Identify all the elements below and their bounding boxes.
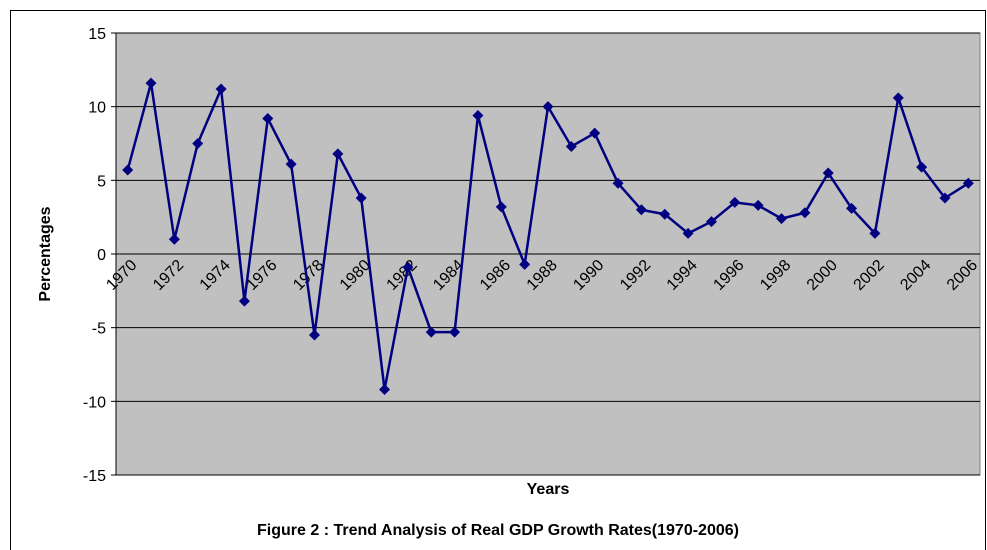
data-point bbox=[589, 127, 601, 139]
data-point bbox=[379, 384, 391, 396]
data-point bbox=[565, 140, 577, 152]
data-point bbox=[892, 92, 904, 104]
data-point bbox=[962, 177, 974, 189]
data-point bbox=[192, 138, 204, 149]
data-point bbox=[542, 101, 554, 113]
y-tick-label: 5 bbox=[97, 173, 106, 190]
data-point bbox=[822, 167, 834, 179]
x-axis-label: Years bbox=[527, 481, 570, 498]
data-point bbox=[729, 196, 741, 208]
data-point bbox=[846, 202, 858, 214]
data-point bbox=[285, 158, 297, 170]
data-point bbox=[168, 233, 180, 245]
data-point bbox=[776, 213, 788, 225]
data-point bbox=[145, 77, 157, 89]
data-point bbox=[869, 227, 881, 239]
data-point bbox=[519, 258, 531, 270]
y-tick-label: -15 bbox=[83, 468, 106, 485]
data-point bbox=[705, 216, 717, 228]
data-point bbox=[122, 164, 134, 176]
data-point bbox=[425, 326, 437, 338]
data-point bbox=[449, 326, 461, 338]
data-point bbox=[752, 199, 764, 211]
data-point bbox=[659, 208, 671, 220]
data-point bbox=[355, 192, 367, 204]
data-point bbox=[682, 227, 694, 239]
data-point bbox=[215, 83, 227, 95]
data-point bbox=[238, 295, 250, 307]
chart-title: Figure 2 : Trend Analysis of Real GDP Gr… bbox=[257, 522, 739, 539]
data-point bbox=[472, 110, 484, 122]
y-tick-label: 0 bbox=[97, 247, 106, 264]
y-tick-label: -10 bbox=[83, 394, 106, 411]
y-tick-label: -5 bbox=[92, 321, 106, 338]
data-point bbox=[402, 261, 414, 273]
data-point bbox=[916, 161, 928, 173]
data-point bbox=[308, 329, 320, 341]
y-tick-label: 10 bbox=[88, 100, 106, 117]
data-point bbox=[799, 207, 811, 219]
y-axis-label: Percentages bbox=[37, 206, 54, 301]
data-point bbox=[495, 201, 507, 213]
data-point bbox=[939, 192, 951, 204]
data-point bbox=[332, 148, 344, 160]
data-point bbox=[612, 177, 624, 189]
data-point bbox=[635, 204, 647, 216]
y-tick-label: 15 bbox=[88, 26, 106, 43]
data-point bbox=[262, 112, 274, 124]
